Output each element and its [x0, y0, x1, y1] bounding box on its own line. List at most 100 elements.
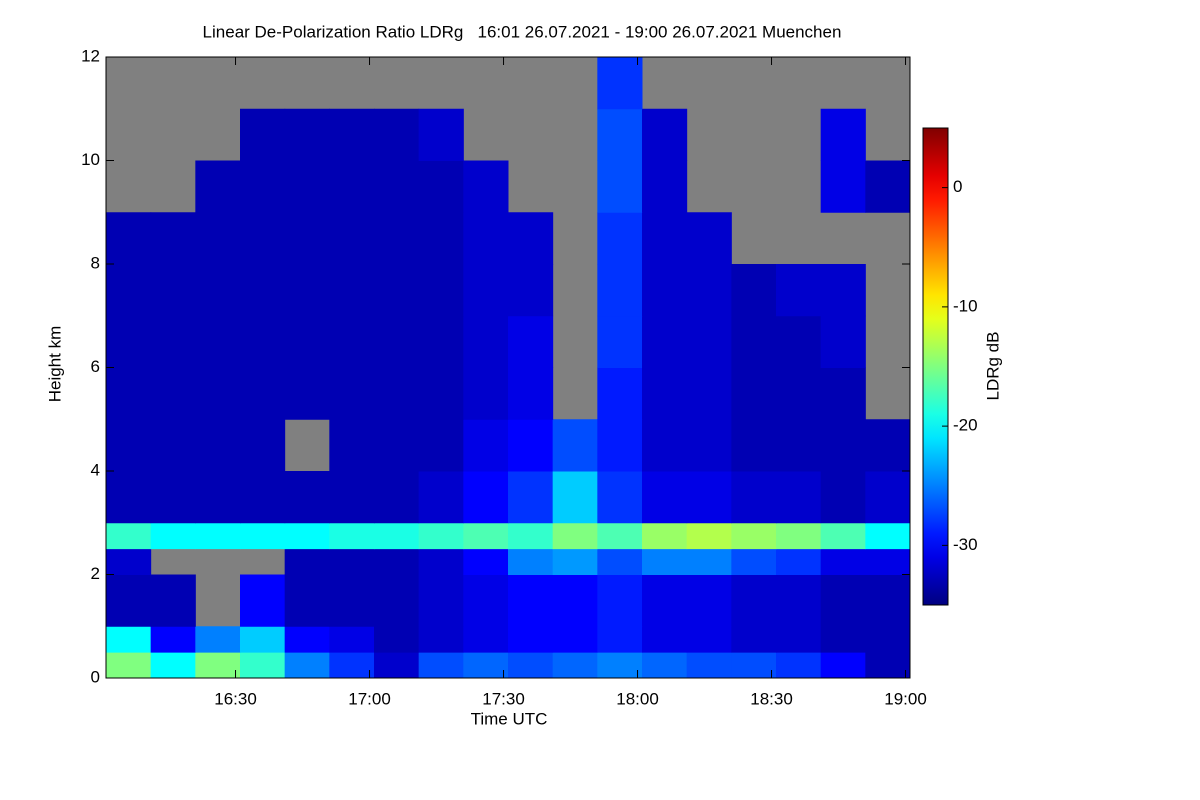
heatmap-cell [106, 652, 152, 679]
heatmap-cell [240, 367, 286, 420]
heatmap-cell [150, 574, 196, 627]
heatmap-cell [463, 367, 509, 420]
heatmap-cell [686, 548, 732, 575]
heatmap-cell [195, 419, 241, 472]
heatmap-cell [106, 367, 152, 420]
heatmap-cell [776, 315, 822, 368]
y-tick-label: 12 [81, 46, 100, 65]
heatmap-cell [552, 522, 598, 550]
heatmap-cell [240, 652, 286, 679]
heatmap-cell [284, 264, 330, 317]
heatmap-cell [776, 574, 822, 627]
heatmap-cell [374, 626, 420, 653]
chart-title: Linear De-Polarization Ratio LDRg 16:01 … [203, 22, 842, 41]
heatmap-cell [329, 574, 375, 627]
heatmap-cell [820, 315, 866, 368]
heatmap-cell [374, 367, 420, 420]
heatmap-cell [240, 574, 286, 627]
heatmap-cell [150, 212, 196, 265]
heatmap-cell [329, 652, 375, 679]
y-tick-label: 6 [91, 357, 100, 376]
heatmap-cell [374, 108, 420, 161]
heatmap-cell [597, 652, 643, 679]
heatmap-cell [597, 57, 643, 110]
heatmap-cell [463, 212, 509, 265]
heatmap-cell [284, 522, 330, 550]
x-tick-label: 17:30 [482, 689, 525, 708]
x-tick-label: 19:00 [884, 689, 927, 708]
heatmap-cell [284, 315, 330, 368]
heatmap-cell [106, 212, 152, 265]
heatmap-cell [865, 160, 911, 213]
heatmap-cell [508, 574, 554, 627]
y-tick-label: 0 [91, 667, 100, 686]
heatmap-cell [195, 264, 241, 317]
heatmap-cell [418, 108, 464, 161]
heatmap-cell [284, 160, 330, 213]
colorbar-tick-label: -30 [953, 535, 978, 554]
heatmap-cell [731, 264, 777, 317]
heatmap-cell [820, 522, 866, 550]
heatmap-cell [329, 626, 375, 653]
heatmap-cell [686, 652, 732, 679]
heatmap-cell [642, 212, 688, 265]
heatmap-cell [776, 652, 822, 679]
heatmap-cell [374, 315, 420, 368]
heatmap-cell [418, 367, 464, 420]
heatmap-cell [642, 315, 688, 368]
heatmap-cell [418, 522, 464, 550]
heatmap-cell [284, 574, 330, 627]
heatmap-cell [597, 108, 643, 161]
x-tick-label: 18:30 [750, 689, 793, 708]
heatmap-cell [150, 264, 196, 317]
heatmap-cell [731, 548, 777, 575]
heatmap-cell [195, 315, 241, 368]
heatmap-cell [508, 471, 554, 524]
heatmap-cell [642, 264, 688, 317]
heatmap-cell [642, 419, 688, 472]
heatmap-cell [508, 264, 554, 317]
heatmap-cell [284, 212, 330, 265]
colorbar-tick-label: -20 [953, 416, 978, 435]
heatmap-cell [240, 212, 286, 265]
colorbar-tick-label: 0 [953, 177, 962, 196]
heatmap-cell [686, 471, 732, 524]
heatmap-cell [552, 574, 598, 627]
heatmap-cell [329, 367, 375, 420]
heatmap-cell [597, 548, 643, 575]
heatmap-cell [776, 626, 822, 653]
heatmap-cell [106, 626, 152, 653]
heatmap-cell [820, 160, 866, 213]
colorbar-tick-label: -10 [953, 296, 978, 315]
heatmap-cell [106, 315, 152, 368]
heatmap-cell [150, 522, 196, 550]
heatmap-cell [686, 626, 732, 653]
x-tick-label: 17:00 [348, 689, 391, 708]
colorbar [922, 127, 949, 606]
heatmap-cell [820, 626, 866, 653]
heatmap-cell [284, 471, 330, 524]
heatmap-cell [418, 315, 464, 368]
heatmap-cell [686, 212, 732, 265]
heatmap-cell [150, 626, 196, 653]
heatmap-cell [195, 471, 241, 524]
heatmap-cell [642, 522, 688, 550]
heatmap-cell [865, 471, 911, 524]
heatmap-cell [284, 108, 330, 161]
heatmap-cell [150, 367, 196, 420]
x-tick-label: 18:00 [616, 689, 659, 708]
heatmap-cell [597, 315, 643, 368]
heatmap-cell [731, 367, 777, 420]
heatmap-cell [508, 419, 554, 472]
heatmap-cell [865, 522, 911, 550]
heatmap-cell [463, 522, 509, 550]
heatmap-cell [597, 471, 643, 524]
heatmap-cell [686, 574, 732, 627]
heatmap-cell [418, 574, 464, 627]
y-tick-label: 10 [81, 150, 100, 169]
heatmap-cell [642, 108, 688, 161]
heatmap-cell [195, 522, 241, 550]
y-tick-label: 8 [91, 253, 100, 272]
heatmap-cell [329, 160, 375, 213]
heatmap-cell [329, 212, 375, 265]
